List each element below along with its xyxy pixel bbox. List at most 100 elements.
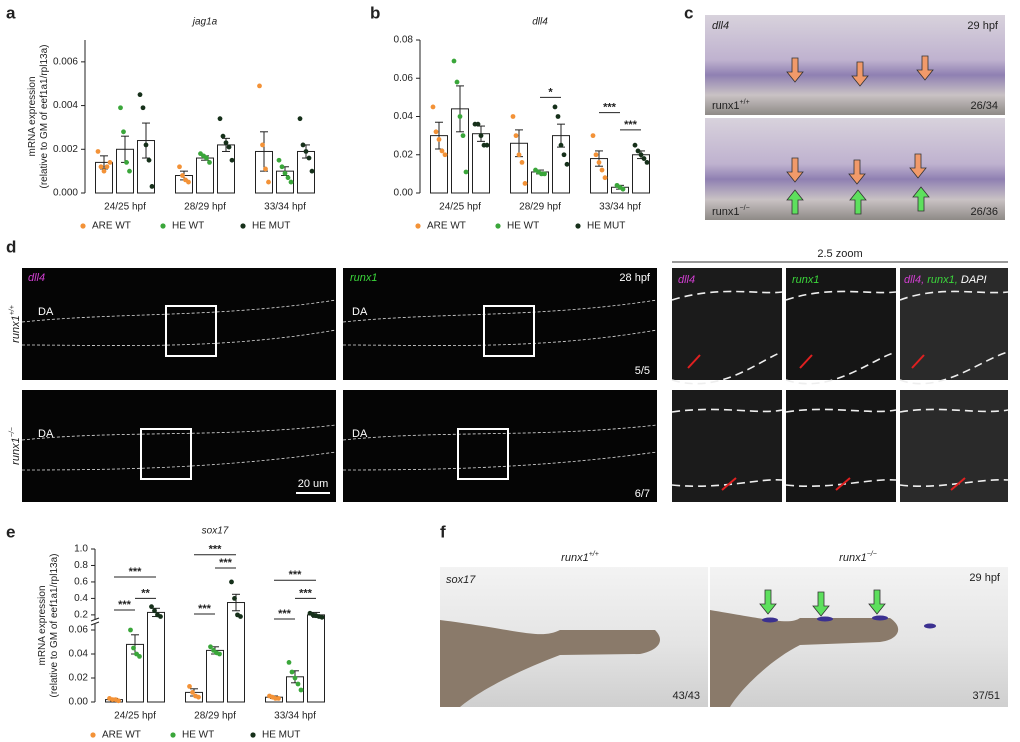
significance-label: ** <box>141 587 150 599</box>
data-point <box>288 179 294 185</box>
legend-label: ARE WT <box>102 730 141 741</box>
x-tick-label: 28/29 hpf <box>519 202 561 213</box>
legend-marker <box>495 223 501 229</box>
data-point <box>266 179 271 185</box>
y-tick-label: 0.06 <box>69 625 89 636</box>
embryo-image <box>705 15 1005 115</box>
genotype-label: runx1+/+ <box>712 99 750 112</box>
y-tick-label: 0.02 <box>69 673 89 684</box>
y-tick-label: 0.002 <box>53 144 78 155</box>
data-point <box>223 140 229 146</box>
data-point <box>137 92 143 98</box>
data-point <box>632 142 638 148</box>
data-point <box>484 142 490 148</box>
data-point <box>433 129 439 135</box>
y-tick-label: 0.04 <box>394 111 414 122</box>
x-tick-label: 28/29 hpf <box>194 711 236 722</box>
data-point <box>319 614 325 620</box>
legend-marker <box>80 223 86 229</box>
stage-label: 29 hpf <box>969 572 1001 584</box>
y-axis-title-line: (relative to GM of eef1a1/rpl13a) <box>39 45 50 189</box>
data-point <box>513 133 519 139</box>
y-tick-label: 0.4 <box>74 593 88 604</box>
gene: runx1 <box>561 552 589 564</box>
legend-label: ARE WT <box>92 221 131 232</box>
significance-label: *** <box>603 102 617 114</box>
data-point <box>306 155 312 161</box>
y-axis-title-line: (relative to GM of eef1a1/rpl13a) <box>49 554 60 698</box>
data-point <box>599 167 605 173</box>
y-tick-label: 0.00 <box>69 697 89 708</box>
data-point <box>286 660 292 665</box>
data-point <box>124 160 129 165</box>
panel-c: dll4 29 hpf runx1+/+ 26/34 runx1−/− 26/3… <box>705 15 1005 220</box>
y-tick-label: 0.02 <box>394 149 414 160</box>
gene: runx1 <box>712 206 740 218</box>
y-tick-label: 1.0 <box>74 544 88 555</box>
stage-label: 28 hpf <box>619 272 651 284</box>
channel-label: dll4 <box>28 272 45 284</box>
panel-label: c <box>684 3 693 22</box>
legend-marker <box>90 732 96 738</box>
bar <box>147 611 165 703</box>
data-point <box>451 58 457 64</box>
data-point <box>149 184 155 189</box>
data-point <box>436 137 442 142</box>
gene: runx1 <box>10 437 22 465</box>
scale-bar-label: 20 um <box>298 478 329 490</box>
data-point <box>207 160 212 165</box>
y-axis-title: mRNA expression(relative to GM of eef1a1… <box>27 45 50 189</box>
data-point <box>522 181 528 186</box>
micrograph <box>786 390 896 502</box>
data-point <box>152 608 157 614</box>
data-point <box>593 152 599 158</box>
vessel-label: DA <box>38 428 54 440</box>
data-point <box>143 142 149 148</box>
data-point <box>282 170 288 176</box>
data-point <box>596 160 602 165</box>
data-point <box>295 681 301 687</box>
y-tick-label: 0.8 <box>74 560 88 571</box>
data-point <box>186 179 191 185</box>
panel-label: e <box>6 522 15 541</box>
data-point <box>303 149 309 154</box>
data-point <box>101 168 107 174</box>
data-point <box>220 133 226 139</box>
gene: runx1 <box>10 315 22 343</box>
data-point <box>107 160 113 165</box>
gene: runx1 <box>839 552 867 564</box>
significance-label: *** <box>624 119 638 131</box>
data-point <box>552 104 558 110</box>
data-point <box>460 133 466 139</box>
channel: runx1, <box>927 274 958 286</box>
genotype-label: runx1−/− <box>9 427 22 465</box>
significance-label: *** <box>299 587 313 599</box>
data-point <box>289 669 295 675</box>
data-point <box>439 148 445 154</box>
y-tick-label: 0.08 <box>394 35 414 46</box>
data-point <box>118 105 123 111</box>
data-point <box>478 133 484 139</box>
data-point <box>442 152 448 158</box>
chart-title: dll4 <box>532 17 548 28</box>
significance-label: *** <box>278 608 292 620</box>
allele: +/+ <box>9 305 16 315</box>
allele: +/+ <box>740 99 750 106</box>
data-point <box>187 684 192 689</box>
stage-label: 29 hpf <box>967 20 999 32</box>
data-point <box>475 121 481 127</box>
data-point <box>602 175 608 181</box>
data-point <box>116 698 121 704</box>
data-point <box>279 164 285 170</box>
data-point <box>238 614 243 619</box>
chart-title: sox17 <box>202 526 229 537</box>
data-point <box>644 160 650 165</box>
panel-label: d <box>6 237 16 256</box>
count-label: 26/34 <box>970 100 998 112</box>
data-point <box>229 157 235 163</box>
significance-label: *** <box>129 566 143 578</box>
y-tick-label: 0.00 <box>394 188 414 199</box>
data-point <box>177 164 182 170</box>
legend-label: HE MUT <box>252 221 290 232</box>
legend-marker <box>170 732 176 738</box>
